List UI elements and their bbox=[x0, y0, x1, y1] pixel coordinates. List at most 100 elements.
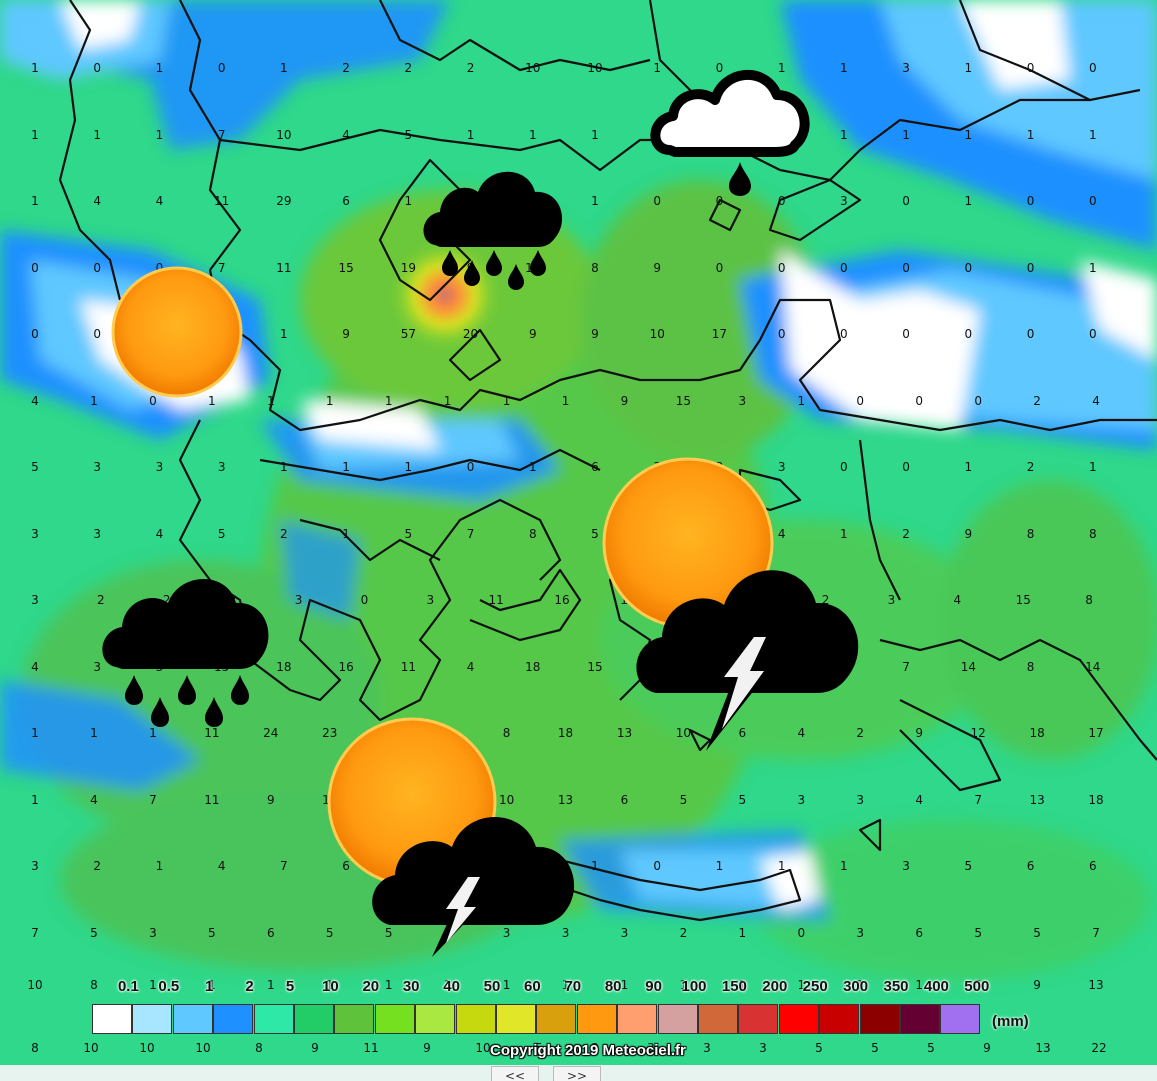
prev-button[interactable]: << bbox=[491, 1066, 539, 1081]
legend-label: 50 bbox=[483, 978, 501, 995]
grid-value: 8 bbox=[90, 978, 98, 992]
grid-value: 3 bbox=[31, 859, 39, 873]
legend-label: 90 bbox=[645, 978, 662, 995]
legend-label: 70 bbox=[564, 978, 582, 995]
grid-value: 24 bbox=[263, 726, 279, 740]
grid-value: 5 bbox=[591, 526, 599, 541]
grid-value: 1 bbox=[384, 978, 393, 992]
grid-value: 11 bbox=[214, 194, 230, 208]
grid-value: 9 bbox=[653, 260, 662, 275]
legend-color-box bbox=[778, 1004, 819, 1034]
grid-value: 1 bbox=[679, 978, 688, 992]
grid-value: 0 bbox=[93, 327, 102, 341]
grid-value: 6 bbox=[620, 792, 629, 807]
grid-value: 15 bbox=[1015, 593, 1031, 607]
grid-value: 0 bbox=[1088, 327, 1097, 341]
grid-value: 3 bbox=[93, 659, 102, 674]
grid-value: 1 bbox=[342, 526, 350, 541]
grid-value: 16 bbox=[554, 593, 570, 607]
grid-value: 6 bbox=[342, 194, 350, 208]
grid-value: 0 bbox=[1026, 194, 1035, 208]
grid-value: 15 bbox=[587, 659, 603, 674]
grid-value: 1 bbox=[1088, 127, 1097, 142]
grid-value: 1 bbox=[149, 978, 157, 992]
grid-value: 0 bbox=[777, 194, 786, 208]
grid-value: 0 bbox=[715, 194, 724, 208]
legend-color-box bbox=[496, 1004, 536, 1034]
grid-value: 16 bbox=[338, 659, 354, 674]
grid-value: 7 bbox=[280, 859, 288, 873]
grid-value: 0 bbox=[715, 260, 724, 275]
grid-value: 3 bbox=[93, 460, 102, 474]
legend-color-box bbox=[698, 1004, 738, 1034]
grid-value: 9 bbox=[342, 327, 350, 341]
legend-color-box bbox=[900, 1004, 940, 1034]
grid-value: 4 bbox=[915, 792, 924, 807]
grid-value: 3 bbox=[777, 460, 786, 474]
grid-value: 1 bbox=[797, 393, 806, 408]
legend-label: 80 bbox=[604, 978, 622, 995]
grid-value: 0 bbox=[715, 61, 724, 75]
grid-value: 1 bbox=[915, 978, 924, 992]
grid-value: 2 bbox=[679, 925, 688, 940]
grid-value: 10 bbox=[83, 1041, 99, 1055]
grid-value: 2 bbox=[821, 593, 830, 607]
grid-value: 9 bbox=[915, 726, 924, 740]
grid-value: 1 bbox=[964, 61, 973, 75]
grid-value: 13 bbox=[616, 726, 633, 740]
next-button[interactable]: >> bbox=[553, 1066, 601, 1081]
grid-value: 1 bbox=[797, 978, 806, 992]
grid-value: 10 bbox=[139, 1041, 155, 1055]
grid-value: 1 bbox=[777, 859, 786, 873]
grid-value: 0 bbox=[93, 260, 102, 275]
grid-value: 9 bbox=[620, 393, 629, 408]
grid-value: 0 bbox=[902, 460, 910, 474]
grid-value: 3 bbox=[31, 526, 39, 541]
grid-value: 0 bbox=[149, 393, 157, 408]
grid-value: 0 bbox=[902, 260, 910, 275]
grid-value: 1 bbox=[384, 393, 393, 408]
thunderstorm-icon bbox=[636, 570, 859, 751]
grid-value: 10 bbox=[276, 127, 292, 142]
grid-value: 1 bbox=[31, 792, 39, 807]
grid-value: 0 bbox=[360, 593, 369, 607]
grid-value: 1 bbox=[840, 526, 848, 541]
grid-value: 11 bbox=[363, 1041, 379, 1055]
grid-value: 18 bbox=[525, 659, 541, 674]
legend-color-box bbox=[657, 1004, 698, 1034]
grid-value: 1 bbox=[31, 127, 39, 142]
grid-value: 1 bbox=[266, 978, 275, 992]
grid-value: 5 bbox=[208, 925, 216, 940]
grid-value: 3 bbox=[797, 792, 806, 807]
grid-value: 1 bbox=[840, 127, 848, 142]
grid-value: 3 bbox=[887, 593, 896, 607]
grid-value: 5 bbox=[535, 1041, 543, 1055]
grid-value: 9 bbox=[266, 792, 275, 807]
grid-value: 5 bbox=[738, 792, 747, 807]
grid-value: 5 bbox=[679, 792, 688, 807]
grid-value: 1 bbox=[266, 393, 275, 408]
grid-value: 1 bbox=[155, 61, 164, 75]
grid-value: 0 bbox=[840, 260, 848, 275]
grid-value: 5 bbox=[31, 460, 39, 474]
grid-value: 4 bbox=[1092, 393, 1100, 408]
grid-value: 5 bbox=[871, 1041, 879, 1055]
grid-value: 29 bbox=[276, 194, 292, 208]
legend-label: 150 bbox=[721, 978, 747, 995]
grid-value: 1 bbox=[1088, 260, 1097, 275]
grid-value: 10 bbox=[525, 61, 541, 75]
grid-value: 4 bbox=[31, 659, 39, 674]
rain-cloud-icon bbox=[102, 579, 269, 727]
legend-label: 10 bbox=[322, 978, 339, 995]
grid-value: 2 bbox=[466, 61, 475, 75]
grid-value: 20 bbox=[462, 327, 479, 341]
grid-value: 0 bbox=[915, 393, 924, 408]
grid-value: 2 bbox=[280, 526, 288, 541]
legend-color-box bbox=[213, 1004, 254, 1034]
grid-value: 8 bbox=[502, 726, 511, 740]
grid-value: 0 bbox=[1026, 61, 1035, 75]
grid-value: 1 bbox=[404, 194, 413, 208]
grid-value: 1 bbox=[738, 978, 747, 992]
grid-value: 1 bbox=[325, 978, 334, 992]
grid-value: 3 bbox=[294, 593, 303, 607]
